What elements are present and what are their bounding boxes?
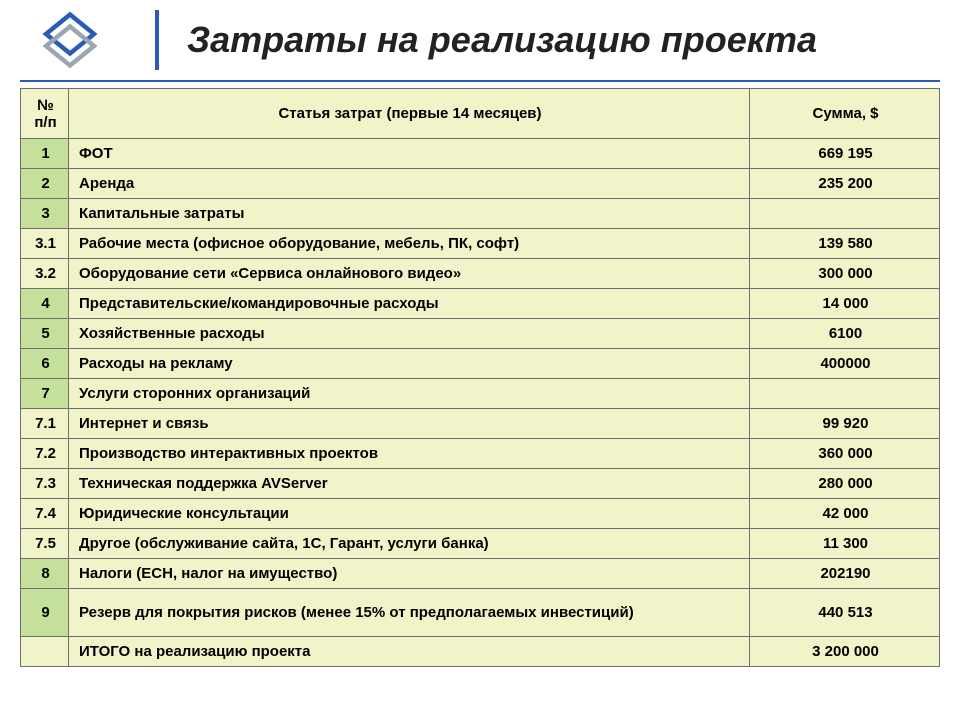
row-item: Налоги (ЕСН, налог на имущество) — [69, 559, 750, 589]
table-row: 3.1Рабочие места (офисное оборудование, … — [21, 229, 940, 259]
table-row: 8Налоги (ЕСН, налог на имущество)202190 — [21, 559, 940, 589]
table-row: 9Резерв для покрытия рисков (менее 15% о… — [21, 589, 940, 637]
row-number: 3.2 — [21, 259, 69, 289]
table-row: 2Аренда235 200 — [21, 169, 940, 199]
row-sum: 139 580 — [750, 229, 940, 259]
row-sum: 235 200 — [750, 169, 940, 199]
table-row: 6Расходы на рекламу400000 — [21, 349, 940, 379]
col-header-sum: Сумма, $ — [750, 89, 940, 139]
row-item: ИТОГО на реализацию проекта — [69, 637, 750, 667]
row-item: Резерв для покрытия рисков (менее 15% от… — [69, 589, 750, 637]
row-sum: 11 300 — [750, 529, 940, 559]
row-number: 4 — [21, 289, 69, 319]
header-rule — [20, 80, 940, 82]
row-number: 3.1 — [21, 229, 69, 259]
table-row: 7.1Интернет и связь99 920 — [21, 409, 940, 439]
row-item: Рабочие места (офисное оборудование, меб… — [69, 229, 750, 259]
table-row: ИТОГО на реализацию проекта3 200 000 — [21, 637, 940, 667]
row-item: Аренда — [69, 169, 750, 199]
row-item: Расходы на рекламу — [69, 349, 750, 379]
row-sum: 3 200 000 — [750, 637, 940, 667]
row-sum: 440 513 — [750, 589, 940, 637]
row-number: 3 — [21, 199, 69, 229]
table-header-row: № п/п Статья затрат (первые 14 месяцев) … — [21, 89, 940, 139]
table-row: 4Представительские/командировочные расхо… — [21, 289, 940, 319]
row-item: Производство интерактивных проектов — [69, 439, 750, 469]
row-item: Услуги сторонних организаций — [69, 379, 750, 409]
table-row: 7.4Юридические консультации42 000 — [21, 499, 940, 529]
row-sum: 202190 — [750, 559, 940, 589]
row-number: 7.1 — [21, 409, 69, 439]
row-sum: 14 000 — [750, 289, 940, 319]
costs-table: № п/п Статья затрат (первые 14 месяцев) … — [20, 88, 940, 667]
row-item: Капитальные затраты — [69, 199, 750, 229]
row-number: 7 — [21, 379, 69, 409]
row-number: 1 — [21, 139, 69, 169]
row-sum: 99 920 — [750, 409, 940, 439]
table-row: 1ФОТ669 195 — [21, 139, 940, 169]
row-number — [21, 637, 69, 667]
table-row: 3.2Оборудование сети «Сервиса онлайновог… — [21, 259, 940, 289]
row-sum: 669 195 — [750, 139, 940, 169]
table-row: 7Услуги сторонних организаций — [21, 379, 940, 409]
table-row: 5Хозяйственные расходы6100 — [21, 319, 940, 349]
table-row: 3Капитальные затраты — [21, 199, 940, 229]
row-item: Техническая поддержка AVServer — [69, 469, 750, 499]
row-item: Юридические консультации — [69, 499, 750, 529]
row-item: Оборудование сети «Сервиса онлайнового в… — [69, 259, 750, 289]
row-number: 9 — [21, 589, 69, 637]
table-row: 7.3Техническая поддержка AVServer280 000 — [21, 469, 940, 499]
row-number: 6 — [21, 349, 69, 379]
row-sum: 280 000 — [750, 469, 940, 499]
row-item: Другое (обслуживание сайта, 1C, Гарант, … — [69, 529, 750, 559]
row-sum: 6100 — [750, 319, 940, 349]
row-number: 2 — [21, 169, 69, 199]
page-title: Затраты на реализацию проекта — [187, 19, 817, 61]
row-sum: 400000 — [750, 349, 940, 379]
table-row: 7.5Другое (обслуживание сайта, 1C, Гаран… — [21, 529, 940, 559]
logo-icon — [30, 10, 110, 70]
row-number: 7.3 — [21, 469, 69, 499]
row-sum: 300 000 — [750, 259, 940, 289]
row-sum — [750, 199, 940, 229]
row-number: 7.4 — [21, 499, 69, 529]
col-header-item: Статья затрат (первые 14 месяцев) — [69, 89, 750, 139]
row-number: 7.2 — [21, 439, 69, 469]
row-number: 5 — [21, 319, 69, 349]
row-sum — [750, 379, 940, 409]
row-item: Интернет и связь — [69, 409, 750, 439]
row-item: Хозяйственные расходы — [69, 319, 750, 349]
row-item: ФОТ — [69, 139, 750, 169]
row-sum: 42 000 — [750, 499, 940, 529]
row-item: Представительские/командировочные расход… — [69, 289, 750, 319]
table-row: 7.2Производство интерактивных проектов36… — [21, 439, 940, 469]
row-number: 8 — [21, 559, 69, 589]
row-number: 7.5 — [21, 529, 69, 559]
col-header-n: № п/п — [21, 89, 69, 139]
title-bar: Затраты на реализацию проекта — [155, 10, 817, 70]
row-sum: 360 000 — [750, 439, 940, 469]
